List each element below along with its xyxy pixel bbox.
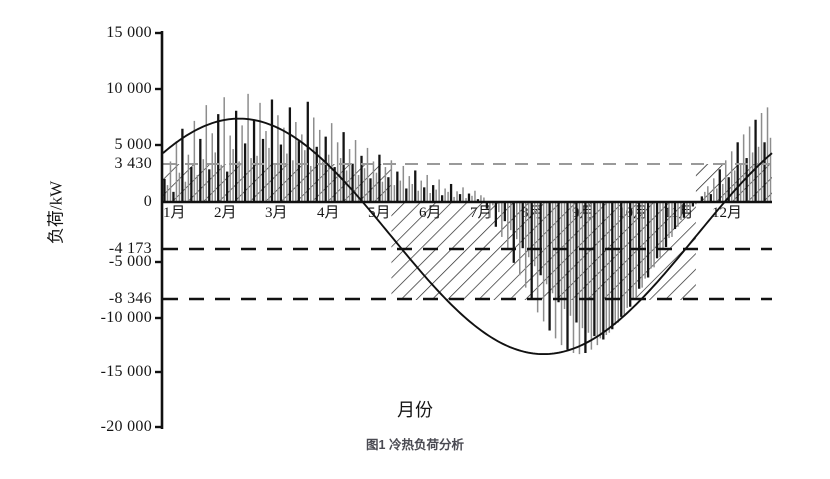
y-tick-label-3430: 3 430 [114, 155, 152, 172]
x-tick-label-4: 4月 [317, 205, 340, 221]
y-tick-label-neg15000: -15 000 [100, 363, 152, 380]
x-axis-title: 月份 [397, 400, 433, 420]
y-tick-label-neg10000: -10 000 [100, 309, 152, 326]
x-tick-label-5: 5月 [368, 205, 391, 221]
figure-caption: 图1 冷热负荷分析 [366, 438, 464, 452]
y-tick-label-neg4173: -4 173 [108, 240, 152, 257]
x-tick-label-1: 1月 [163, 205, 186, 221]
hourly-load-bars [163, 93, 772, 355]
y-tick-label-10000: 10 000 [106, 80, 152, 97]
y-tick-label-0: 0 [143, 193, 152, 210]
seasonal-load-envelope-curve [162, 117, 773, 356]
y-tick-label-neg20000: -20 000 [100, 418, 152, 435]
y-tick-label-neg5000: -5 000 [108, 253, 152, 270]
y-tick-label-5000: 5 000 [114, 136, 152, 153]
x-tick-label-2: 2月 [214, 205, 237, 221]
x-tick-label-3: 3月 [265, 205, 288, 221]
y-tick-label-neg8346: -8 346 [108, 290, 152, 307]
y-axis-ticks [155, 31, 162, 429]
y-tick-label-15000: 15 000 [106, 24, 152, 41]
